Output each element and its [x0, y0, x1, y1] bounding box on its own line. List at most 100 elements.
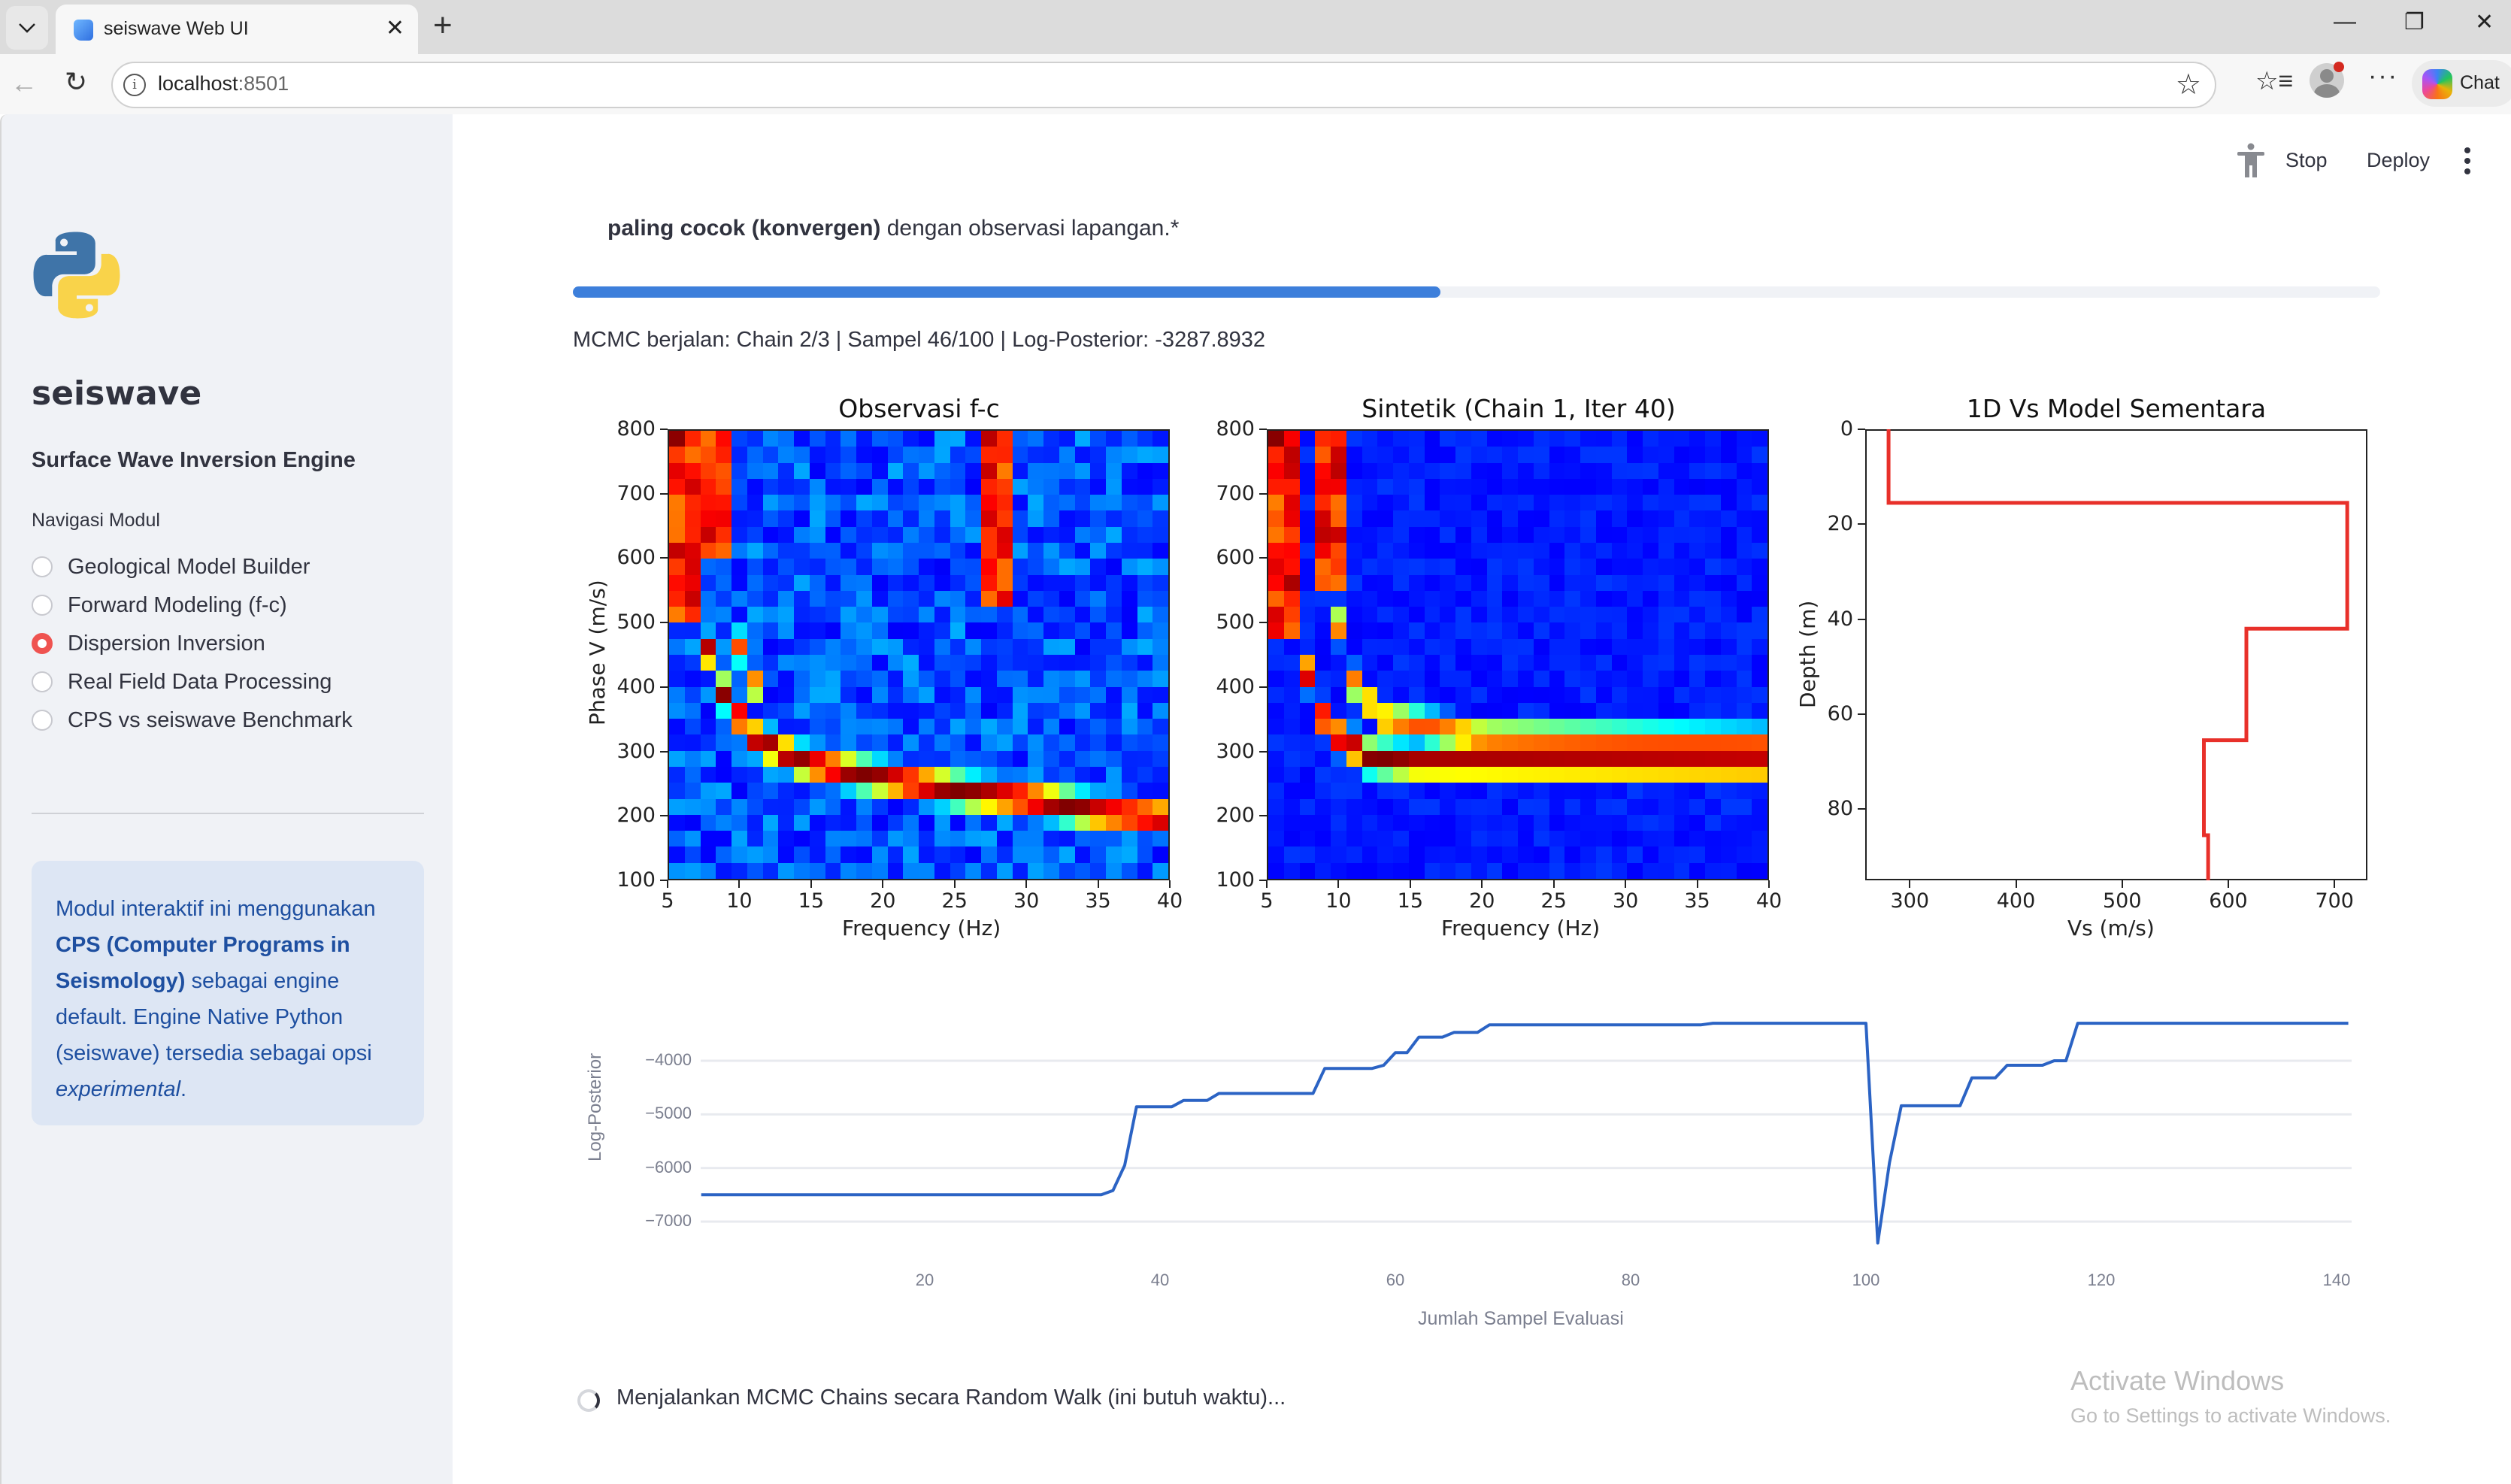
minimize-icon[interactable]: — [2334, 9, 2356, 34]
favorites-icon[interactable]: ☆≡ [2255, 67, 2294, 95]
y-tick-mark [660, 557, 668, 559]
info-text-part: sebagai engine default. Engine Native Py… [56, 969, 372, 1065]
radio-unchecked-icon[interactable] [32, 671, 53, 692]
tab-close-icon[interactable]: ✕ [385, 16, 404, 41]
x-axis-label: Frequency (Hz) [842, 916, 1001, 940]
gridline [701, 1167, 2352, 1170]
nav-item-geological-model-builder[interactable]: Geological Model Builder [32, 550, 310, 583]
y-tick-label: 300 [1216, 739, 1255, 763]
site-info-icon[interactable]: i [123, 74, 146, 96]
y-tick-label: 500 [1216, 610, 1255, 634]
restore-icon[interactable]: ❐ [2404, 10, 2425, 35]
x-tick-label: 15 [798, 889, 825, 913]
vs-profile-line [1886, 429, 2349, 880]
windows-activation-subtitle: Go to Settings to activate Windows. [2070, 1404, 2391, 1427]
bookmark-star-icon[interactable]: ☆ [2175, 69, 2201, 101]
y-tick-label: 100 [1216, 868, 1255, 892]
nav-item-cps-benchmark[interactable]: CPS vs seiswave Benchmark [32, 704, 353, 737]
x-axis-label: Vs (m/s) [2067, 916, 2155, 940]
y-tick-mark [1858, 429, 1865, 430]
nav-item-label: CPS vs seiswave Benchmark [68, 707, 353, 732]
sidebar [0, 114, 453, 1484]
y-tick-mark [660, 429, 668, 430]
window-close-icon[interactable]: ✕ [2475, 10, 2494, 35]
y-tick-label: 500 [616, 610, 656, 634]
browser-tab-bar: seiswave Web UI ✕ + — ❐ ✕ [0, 0, 2511, 54]
y-tick-mark [1259, 686, 1267, 688]
reload-icon[interactable]: ↻ [65, 66, 88, 97]
deploy-button[interactable]: Deploy [2367, 149, 2431, 171]
tab-list-button[interactable] [6, 6, 48, 50]
mcmc-status-text: MCMC berjalan: Chain 2/3 | Sampel 46/100… [573, 328, 1266, 352]
python-logo-icon [33, 232, 120, 319]
y-tick-label: −5000 [645, 1104, 692, 1123]
gridline [701, 1059, 2352, 1062]
x-axis-label: Jumlah Sampel Evaluasi [1418, 1308, 1624, 1329]
x-tick-label: 400 [1996, 889, 2036, 913]
x-tick-label: 120 [2087, 1270, 2116, 1289]
x-tick-mark [882, 880, 884, 888]
x-tick-mark [2121, 880, 2123, 888]
seiswave-favicon-icon [74, 20, 93, 41]
nav-item-label: Dispersion Inversion [68, 631, 265, 656]
y-tick-label: 20 [1827, 512, 1853, 536]
app-subtitle: Surface Wave Inversion Engine [32, 448, 356, 472]
more-options-icon[interactable]: ··· [2368, 62, 2398, 90]
caption-bold: paling cocok (konvergen) [607, 216, 881, 241]
x-tick-label: 500 [2102, 889, 2142, 913]
x-tick-label: 40 [1150, 1270, 1170, 1289]
y-tick-label: 600 [616, 546, 656, 570]
accessibility-icon[interactable] [2236, 143, 2266, 177]
x-tick-label: 20 [1469, 889, 1495, 913]
x-tick-label: 35 [1684, 889, 1710, 913]
x-tick-label: 30 [1013, 889, 1040, 913]
back-arrow-icon[interactable]: ← [11, 68, 38, 98]
windows-activation-title: Activate Windows [2070, 1365, 2285, 1396]
chevron-down-icon [19, 23, 35, 33]
log-posterior-line [701, 1022, 2349, 1245]
y-tick-label: 600 [1216, 546, 1255, 570]
nav-item-real-field-data[interactable]: Real Field Data Processing [32, 665, 332, 698]
new-tab-button[interactable]: + [433, 7, 453, 44]
x-tick-label: 140 [2322, 1270, 2351, 1289]
app-title: seiswave [32, 374, 202, 413]
chat-label: Chat [2460, 72, 2500, 93]
nav-item-dispersion-inversion[interactable]: Dispersion Inversion [32, 627, 265, 660]
x-tick-label: 5 [661, 889, 674, 913]
active-tab[interactable]: seiswave Web UI ✕ [56, 5, 418, 54]
y-tick-mark [660, 880, 668, 881]
radio-unchecked-icon[interactable] [32, 595, 53, 616]
radio-unchecked-icon[interactable] [32, 710, 53, 731]
y-tick-label: 800 [1216, 417, 1255, 441]
chart-title: Observasi f-c [838, 394, 1000, 423]
nav-item-label: Real Field Data Processing [68, 669, 332, 694]
nav-item-label: Forward Modeling (f-c) [68, 592, 287, 617]
x-tick-label: 40 [1156, 889, 1183, 913]
nav-item-forward-modeling[interactable]: Forward Modeling (f-c) [32, 589, 287, 622]
x-tick-label: 40 [1755, 889, 1783, 913]
y-axis-label: Depth (m) [1795, 600, 1820, 708]
copilot-chat-button[interactable]: Chat [2412, 60, 2511, 107]
info-text-bold: CPS (Computer Programs in Seismology) [56, 933, 350, 993]
y-tick-mark [660, 622, 668, 624]
x-tick-label: 10 [1325, 889, 1352, 913]
radio-unchecked-icon[interactable] [32, 556, 53, 577]
url-port: :8501 [238, 72, 289, 95]
vs-profile-plot-area [1865, 429, 2367, 880]
y-tick-mark [1259, 622, 1267, 624]
x-tick-label: 100 [1852, 1270, 1880, 1289]
x-tick-mark [1025, 880, 1028, 888]
copilot-icon [2422, 69, 2452, 99]
x-tick-mark [1481, 880, 1483, 888]
y-tick-label: −4000 [645, 1050, 692, 1069]
y-tick-mark [1858, 523, 1865, 525]
x-tick-mark [1768, 880, 1770, 888]
main-menu-icon[interactable] [2462, 147, 2473, 174]
x-tick-label: 35 [1085, 889, 1111, 913]
stop-button[interactable]: Stop [2285, 149, 2328, 171]
x-tick-label: 10 [726, 889, 753, 913]
x-tick-label: 15 [1397, 889, 1424, 913]
progress-fill [573, 286, 1440, 298]
radio-checked-icon[interactable] [32, 633, 53, 654]
url-input[interactable]: i localhost:8501 ☆ [111, 62, 2216, 108]
